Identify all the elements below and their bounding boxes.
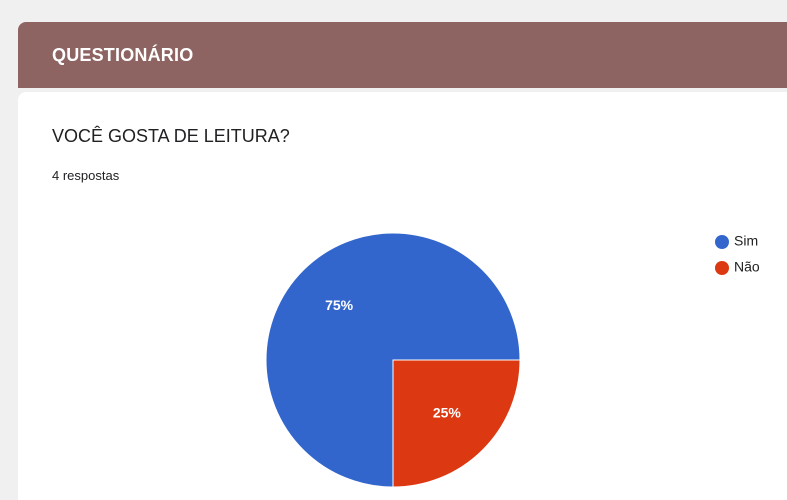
pie-slice — [392, 359, 521, 488]
legend-label: Não — [734, 259, 760, 275]
question-title: VOCÊ GOSTA DE LEITURA? — [52, 126, 290, 146]
response-count: 4 respostas — [52, 168, 120, 183]
slice-label: 75% — [325, 297, 354, 313]
form-title: QUESTIONÁRIO — [52, 45, 194, 65]
question-card: VOCÊ GOSTA DE LEITURA? 4 respostas 75% 25… — [18, 92, 787, 500]
form-header: QUESTIONÁRIO — [18, 22, 787, 88]
slice-label: 25% — [433, 405, 462, 421]
pie-slice — [265, 232, 521, 488]
legend-label: Sim — [734, 233, 758, 249]
pie-chart: 75% 25% Sim Não — [265, 232, 760, 488]
legend-marker — [715, 235, 729, 249]
legend-marker — [715, 261, 729, 275]
